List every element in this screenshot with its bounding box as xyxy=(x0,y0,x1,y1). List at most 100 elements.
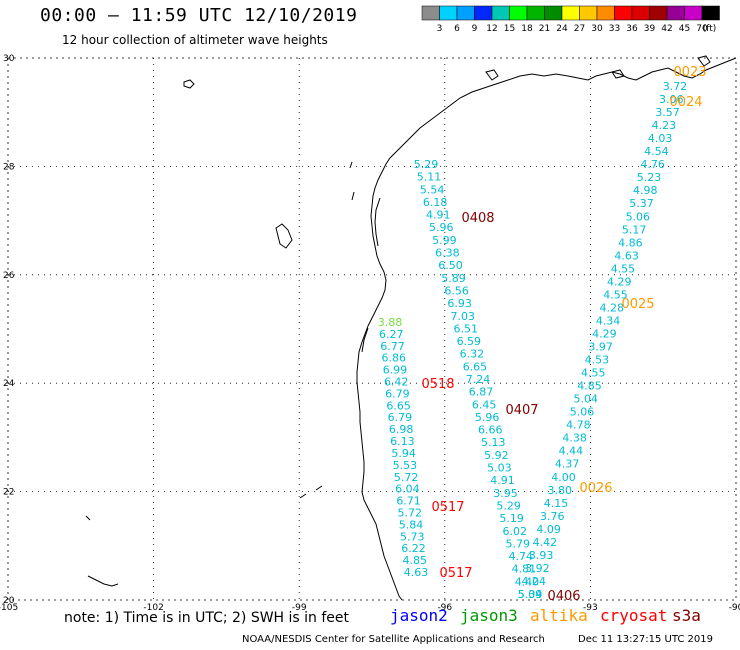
wave-height-value: 6.51 xyxy=(454,322,479,335)
pass-label-s3a: 0408 xyxy=(461,211,494,226)
wave-height-value: 7.24 xyxy=(466,373,491,386)
wave-height-value: 5.92 xyxy=(484,449,509,462)
wave-height-value: 4.86 xyxy=(618,236,643,249)
wave-height-value: 5.34 xyxy=(518,588,543,601)
colorbar-tick-label: 70 xyxy=(696,24,708,34)
wave-height-value: 5.29 xyxy=(414,158,439,171)
pass-label-cryosat: 0518 xyxy=(421,377,454,392)
wave-height-value: 5.37 xyxy=(629,197,654,210)
wave-height-value: 5.96 xyxy=(429,221,454,234)
wave-height-value: 4.40 xyxy=(515,575,540,588)
wave-height-value: 6.18 xyxy=(423,196,448,209)
wave-height-value: 5.06 xyxy=(626,210,651,223)
colorbar-tick-label: 21 xyxy=(539,24,550,34)
wave-height-value: 4.15 xyxy=(544,497,569,510)
colorbar-tick-label: 45 xyxy=(679,24,690,34)
wave-height-value: 6.86 xyxy=(381,352,406,365)
wave-height-value: 5.11 xyxy=(417,171,442,184)
longitude-label: -99 xyxy=(292,603,307,613)
colorbar-tick-label: 39 xyxy=(644,24,656,34)
longitude-label: -105 xyxy=(0,603,18,613)
legend-jason2: jason2 xyxy=(390,606,448,625)
colorbar-swatch xyxy=(526,5,545,21)
wave-height-value: 5.13 xyxy=(481,436,506,449)
wave-height-value: 6.87 xyxy=(469,386,494,399)
latitude-label: 24 xyxy=(3,379,15,389)
wave-height-value: 4.29 xyxy=(592,327,617,340)
pass-labels: 0023 0024 0408 0025 0518 0407 0026 0517 0517 0406 xyxy=(421,65,706,604)
wave-height-value: 5.94 xyxy=(391,447,416,460)
longitude-label: -90 xyxy=(729,603,740,613)
units-note: note: 1) Time is in UTC; 2) SWH is in fe… xyxy=(64,610,350,626)
wave-height-value: 6.65 xyxy=(463,360,488,373)
wave-height-value: 4.03 xyxy=(648,132,673,145)
wave-height-value: 6.02 xyxy=(502,525,527,538)
pass-label-cryosat: 0517 xyxy=(439,566,472,581)
pass-label-altika: 0024 xyxy=(669,95,702,110)
wave-height-value: 5.54 xyxy=(420,183,445,196)
wave-height-value: 4.53 xyxy=(585,354,610,367)
wave-height-value: 6.93 xyxy=(447,297,472,310)
wave-height-value: 5.72 xyxy=(394,471,419,484)
latitude-label: 26 xyxy=(3,271,15,281)
longitude-label: -96 xyxy=(437,603,452,613)
map-frame xyxy=(7,57,737,601)
colorbar-swatch xyxy=(649,5,668,21)
wave-height-value: 4.09 xyxy=(536,523,561,536)
legend-s3a: s3a xyxy=(672,606,701,625)
colorbar-tick-label: 42 xyxy=(661,24,672,34)
colorbar-swatch xyxy=(561,5,580,21)
wave-height-value: 3.76 xyxy=(540,510,565,523)
credit-line: NOAA/NESDIS Center for Satellite Applica… xyxy=(242,634,545,645)
wave-height-value: 4.63 xyxy=(614,249,639,262)
wave-height-value: 4.85 xyxy=(577,380,602,393)
wave-height-value: 6.32 xyxy=(460,348,485,361)
colorbar-tick-label: 12 xyxy=(486,24,497,34)
wave-height-value: 5.23 xyxy=(637,171,662,184)
wave-height-value: 6.50 xyxy=(438,259,463,272)
legend-cryosat: cryosat xyxy=(600,606,668,625)
lat-lon-grid: -105 -102 -99 -96 -93 -90 30 28 26 24 22 20 xyxy=(0,54,740,613)
wave-height-value: 6.27 xyxy=(379,328,404,341)
wave-height-value: 3.92 xyxy=(525,562,550,575)
colorbar-tick-label: 15 xyxy=(504,24,515,34)
wave-height-value: 3.97 xyxy=(588,341,613,354)
wave-height-value: 4.29 xyxy=(607,275,632,288)
wave-height-value: 4.34 xyxy=(596,314,621,327)
wave-height-value: 5.99 xyxy=(432,234,457,247)
pass-label-altika: 0026 xyxy=(579,481,612,496)
colorbar-tick-label: (ft) xyxy=(703,24,717,34)
latitude-label: 20 xyxy=(3,596,15,606)
map-title: 00:00 – 11:59 UTC 12/10/2019 xyxy=(40,5,358,26)
wave-height-value: 6.45 xyxy=(472,398,497,411)
colorbar-tick-label: 24 xyxy=(556,24,568,34)
map-subtitle: 12 hour collection of altimeter wave hei… xyxy=(62,33,328,47)
wave-height-value: 5.09 xyxy=(518,588,543,601)
wave-height-value: 5.04 xyxy=(574,393,599,406)
wave-height-value: 4.38 xyxy=(562,432,587,445)
colorbar-swatch xyxy=(544,5,563,21)
wave-height-value: 4.42 xyxy=(533,536,558,549)
color-scale-legend: 3 6 9 12 15 18 21 24 27 30 33 36 39 42 45 70(ft) xyxy=(421,5,720,34)
wave-height-value: 6.99 xyxy=(383,364,408,377)
cuba-yucatan xyxy=(85,485,323,587)
wave-height-value: 5.53 xyxy=(393,459,418,472)
wave-height-value: 7.03 xyxy=(450,310,475,323)
colorbar-swatch xyxy=(579,5,598,21)
wave-height-value: 6.38 xyxy=(435,247,460,260)
wave-height-value: 5.19 xyxy=(499,512,524,525)
inland-lake-3 xyxy=(485,55,711,81)
colorbar-tick-label: 27 xyxy=(574,24,585,34)
colorbar-tick-label: 3 xyxy=(437,24,443,34)
wave-height-value: 3.80 xyxy=(547,484,572,497)
wave-height-value: 6.42 xyxy=(384,376,409,389)
colorbar-tick-label: 18 xyxy=(521,24,533,34)
wave-height-value: 6.77 xyxy=(380,340,405,353)
latitude-label: 30 xyxy=(3,54,15,64)
latitude-label: 22 xyxy=(3,488,14,498)
wave-height-value: 4.23 xyxy=(652,119,677,132)
colorbar-swatch xyxy=(474,5,493,21)
wave-height-value: 5.17 xyxy=(622,223,647,236)
wave-height-value: 4.55 xyxy=(603,288,628,301)
